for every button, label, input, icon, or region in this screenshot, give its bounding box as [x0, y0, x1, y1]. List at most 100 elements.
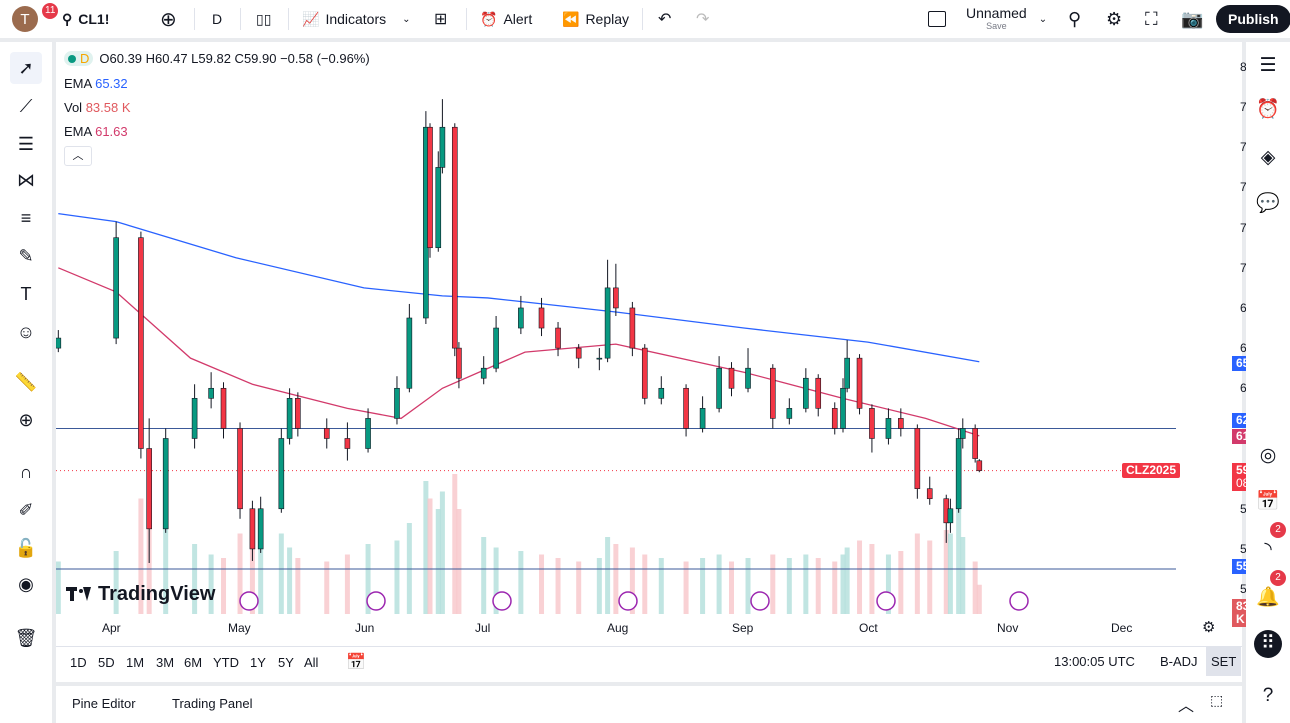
maximize-panel-button[interactable]: ⬚	[1210, 692, 1223, 709]
date-range-button[interactable]: 📅	[346, 652, 366, 672]
range-1d[interactable]: 1D	[70, 655, 87, 670]
alarm-icon: ⏰	[1256, 99, 1280, 120]
fib-tool[interactable]: ☰	[10, 128, 42, 160]
symbol-search[interactable]: ⚲ CL1!	[62, 0, 109, 38]
forecast-tool[interactable]: ≡	[10, 202, 42, 234]
templates-button[interactable]: ⊞	[434, 0, 447, 38]
event-marker-icon	[750, 591, 770, 611]
clock[interactable]: 13:00:05 UTC	[1054, 654, 1135, 669]
cursor-tool[interactable]: ➚	[10, 52, 42, 84]
value: 61.63	[95, 124, 128, 139]
alert-button[interactable]: ⏰ Alert	[480, 0, 532, 38]
compare-button[interactable]: ⊕	[160, 0, 177, 38]
range-all[interactable]: All	[304, 655, 319, 670]
range-1m[interactable]: 1M	[126, 655, 145, 670]
range-1y[interactable]: 1Y	[250, 655, 266, 670]
replay-button[interactable]: ⏪ Replay	[562, 0, 629, 38]
range-5d[interactable]: 5D	[98, 655, 115, 670]
event-marker-icon	[239, 591, 259, 611]
price-chart[interactable]	[56, 42, 1242, 682]
undo-button[interactable]: ↶	[658, 0, 671, 38]
tab-trading-panel[interactable]: Trading Panel	[172, 696, 253, 711]
chevron-down-icon[interactable]: ⌄	[402, 13, 411, 25]
candle-body	[518, 307, 524, 329]
market-open-icon	[68, 54, 76, 63]
legend-ema-50[interactable]: EMA 61.63	[64, 124, 128, 139]
fullscreen-icon: ⛶	[1145, 8, 1158, 29]
volume-bar	[192, 544, 198, 614]
publish-button[interactable]: Publish	[1216, 0, 1290, 38]
help-button[interactable]: ?	[1254, 682, 1282, 710]
pattern-tool[interactable]: ⋈	[10, 164, 42, 196]
object-tree-button[interactable]: ◈	[1254, 144, 1282, 172]
candle-body	[344, 438, 351, 449]
volume-bar	[745, 558, 751, 614]
notification-badge: 11	[42, 3, 59, 19]
chart-type-button[interactable]: ▯▯	[256, 0, 271, 38]
settlement-toggle[interactable]: SET	[1206, 647, 1242, 676]
expand-panel-button[interactable]: ︿	[1178, 692, 1194, 716]
volume-bar	[786, 558, 792, 614]
range-ytd[interactable]: YTD	[213, 655, 239, 670]
settings-button[interactable]: ⚙	[1106, 0, 1122, 38]
user-menu[interactable]: T 11	[12, 0, 59, 38]
drawing-mode-tool[interactable]: ✐	[10, 494, 42, 526]
volume-bar	[439, 491, 445, 614]
range-6m[interactable]: 6M	[184, 655, 203, 670]
chevron-down-icon[interactable]: ⌄	[1038, 13, 1048, 25]
chevron-up-icon: ︿	[1178, 698, 1195, 715]
calendar-button[interactable]: 📅	[1254, 488, 1282, 516]
collapse-legend-button[interactable]: ︿	[64, 146, 92, 166]
legend-volume[interactable]: Vol 83.58 K	[64, 100, 131, 115]
alerts-button[interactable]: ⏰	[1254, 96, 1282, 124]
ruler-tool[interactable]: 📏	[10, 366, 42, 398]
trendline-tool[interactable]: ⟋	[10, 90, 42, 122]
bottom-panel: Pine Editor Trading Panel ︿ ⬚	[56, 686, 1242, 723]
notifications-button[interactable]: 🔔 2	[1254, 570, 1286, 612]
snapshot-button[interactable]: 📷	[1181, 0, 1203, 38]
indicators-button[interactable]: 📈 Indicators ⌄	[302, 0, 411, 38]
value: 83.58 K	[85, 100, 131, 115]
quick-search-button[interactable]: ⚲	[1068, 0, 1081, 38]
undo-icon: ↶	[658, 11, 672, 28]
redo-button[interactable]: ↷	[696, 0, 709, 38]
zoom-tool[interactable]: ⊕	[10, 404, 42, 436]
back-adjust-toggle[interactable]: B-ADJ	[1160, 654, 1198, 669]
chat-icon: 💬	[1256, 193, 1280, 214]
volume-bar	[927, 540, 933, 614]
tab-pine-editor[interactable]: Pine Editor	[72, 696, 136, 711]
volume-bar	[642, 554, 648, 614]
calendar-icon: 📅	[346, 654, 366, 671]
axis-settings-button[interactable]: ⚙	[1202, 620, 1215, 636]
layout-button[interactable]: Unnamed Save ⌄	[928, 0, 1047, 38]
range-3m[interactable]: 3M	[156, 655, 175, 670]
text-tool[interactable]: T	[10, 278, 42, 310]
ideas-stream-button[interactable]: ◝ 2	[1254, 522, 1286, 564]
volume-bar	[803, 554, 809, 614]
watchlist-button[interactable]: ☰	[1254, 52, 1282, 80]
brush-tool[interactable]: ✎	[10, 240, 42, 272]
legend-ema-200[interactable]: EMA 65.32	[64, 76, 128, 91]
remove-tool[interactable]: 🗑	[10, 622, 42, 654]
time-tick: Jun	[355, 621, 375, 635]
fullscreen-button[interactable]: ⛶	[1145, 0, 1158, 38]
emoji-tool[interactable]: ☺	[10, 316, 42, 348]
volume-bar	[840, 554, 846, 614]
screener-button[interactable]: ◎	[1254, 442, 1282, 470]
volume-bar	[278, 533, 284, 614]
volume-bar	[943, 530, 949, 614]
hide-tool[interactable]: ◉	[10, 568, 42, 600]
magnet-tool[interactable]: ∩	[10, 456, 42, 488]
interval-button[interactable]: D	[212, 11, 223, 27]
chart-pane[interactable]: D O60.39 H60.47 L59.82 C59.90 −0.58 (−0.…	[56, 42, 1290, 682]
time-tick: Dec	[1111, 621, 1133, 635]
range-5y[interactable]: 5Y	[278, 655, 294, 670]
chat-button[interactable]: 💬	[1254, 190, 1282, 218]
lock-tool[interactable]: 🔓	[10, 532, 42, 564]
time-tick: Apr	[102, 621, 121, 635]
avatar[interactable]: T	[12, 6, 38, 32]
products-button[interactable]: ⠿	[1254, 630, 1282, 658]
forecast-icon: ≡	[20, 207, 32, 228]
volume-bar	[658, 558, 664, 614]
top-toolbar: T 11 ⚲ CL1! ⊕ D ▯▯ 📈 Indicators ⌄ ⊞ ⏰ Alert ⏪…	[0, 0, 1290, 38]
